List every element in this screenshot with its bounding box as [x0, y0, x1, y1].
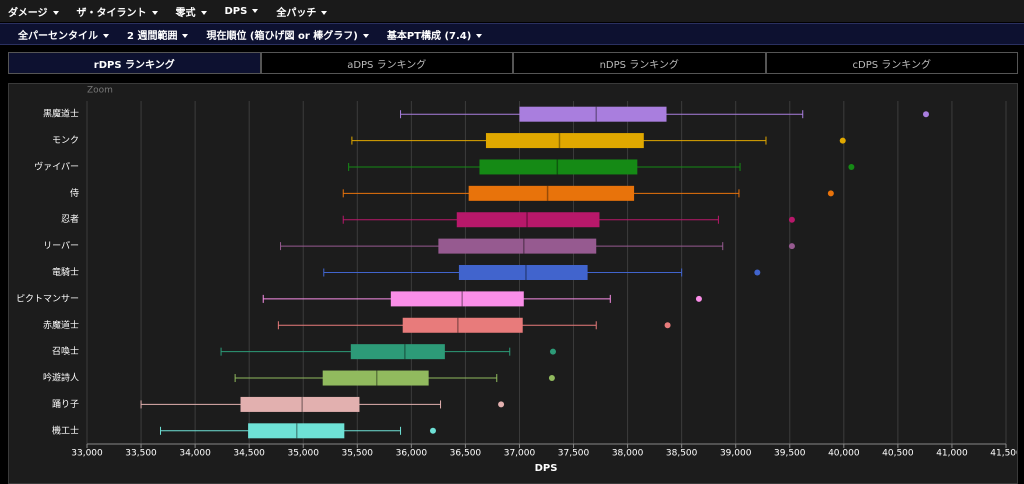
x-tick-label: 41,500 [990, 449, 1018, 459]
category-label: ピクトマンサー [16, 293, 79, 304]
chart: Zoom DPS 33,000 33,500 34,000 34,500 35,000 3… [8, 83, 1018, 484]
outlier [548, 375, 555, 382]
x-tick-label: 39,000 [720, 449, 752, 459]
filter-dropdown[interactable]: 2 週間範囲 [127, 27, 188, 42]
category-label: 竜騎士 [52, 266, 79, 278]
tab[interactable]: cDPS ランキング [765, 52, 1018, 74]
x-tick-label: 40,000 [828, 449, 860, 459]
filter-dropdown[interactable]: 現在順位 (箱ひげ図 or 棒グラフ) [206, 27, 368, 42]
menu-item[interactable]: DPS [225, 6, 259, 17]
category-label: 吟遊詩人 [43, 372, 79, 384]
category-label: 召喚士 [52, 345, 79, 357]
category-label: リーパー [43, 241, 79, 252]
menu-item[interactable]: 全パッチ [276, 4, 327, 19]
outlier [664, 322, 671, 329]
zoom-label[interactable]: Zoom [87, 86, 113, 96]
x-tick-label: 38,000 [612, 449, 644, 459]
x-tick-label: 33,000 [71, 449, 103, 459]
menu-item[interactable]: 零式 [176, 4, 207, 19]
outlier [839, 137, 846, 144]
box [438, 238, 597, 254]
category-label: 黒魔道士 [43, 108, 79, 120]
outlier [788, 243, 795, 250]
menu-bar: ダメージ ザ・タイラント 零式 DPS 全パッチ [0, 0, 1024, 22]
category-label: 機工士 [52, 424, 79, 436]
box [350, 344, 445, 360]
box [468, 185, 635, 201]
outlier [827, 190, 834, 197]
box [458, 265, 588, 280]
box [456, 212, 600, 228]
outlier [788, 216, 795, 223]
tabs: rDPS ランキング aDPS ランキング nDPS ランキング cDPS ランキング [8, 52, 1018, 74]
tab[interactable]: nDPS ランキング [513, 52, 766, 74]
x-tick-label: 40,500 [882, 449, 914, 459]
category-label: 踊り子 [52, 399, 79, 410]
x-tick-label: 33,500 [125, 449, 157, 459]
filter-dropdown[interactable]: 基本PT構成 (7.4) [387, 27, 483, 42]
x-tick-label: 36,500 [450, 449, 482, 459]
box [390, 291, 524, 307]
category-label: ヴァイパー [34, 160, 79, 172]
x-axis-label: DPS [535, 463, 558, 474]
outlier [549, 348, 556, 355]
filter-bar: 全パーセンタイル 2 週間範囲 現在順位 (箱ひげ図 or 棒グラフ) 基本PT構成 … [0, 23, 1024, 45]
box [322, 370, 429, 386]
box [519, 106, 667, 122]
x-tick-label: 38,500 [666, 449, 698, 459]
tab[interactable]: aDPS ランキング [260, 52, 513, 74]
box [479, 159, 638, 175]
box [402, 317, 523, 333]
outlier [848, 163, 855, 170]
category-label: 赤魔道士 [43, 319, 79, 331]
x-tick-label: 35,500 [342, 449, 374, 459]
outlier [498, 401, 505, 408]
menu-item[interactable]: ダメージ [8, 4, 59, 19]
outlier [429, 427, 436, 434]
category-label: 忍者 [61, 214, 79, 225]
x-tick-label: 41,000 [936, 449, 968, 459]
outlier [922, 111, 929, 118]
x-tick-label: 34,000 [179, 449, 211, 459]
filter-dropdown[interactable]: 全パーセンタイル [18, 27, 109, 42]
box [240, 396, 360, 412]
outlier [754, 269, 761, 276]
x-tick-label: 37,000 [504, 449, 536, 459]
category-label: モンク [52, 135, 79, 146]
x-tick-label: 34,500 [233, 449, 265, 459]
x-tick-label: 36,000 [396, 449, 428, 459]
x-tick-label: 39,500 [774, 449, 806, 459]
box [485, 133, 644, 149]
menu-item[interactable]: ザ・タイラント [77, 4, 158, 19]
tab[interactable]: rDPS ランキング [8, 52, 261, 74]
x-tick-label: 35,000 [287, 449, 319, 459]
outlier [695, 295, 702, 302]
box [248, 423, 345, 439]
category-label: 侍 [70, 188, 79, 199]
x-tick-label: 37,500 [558, 449, 590, 459]
